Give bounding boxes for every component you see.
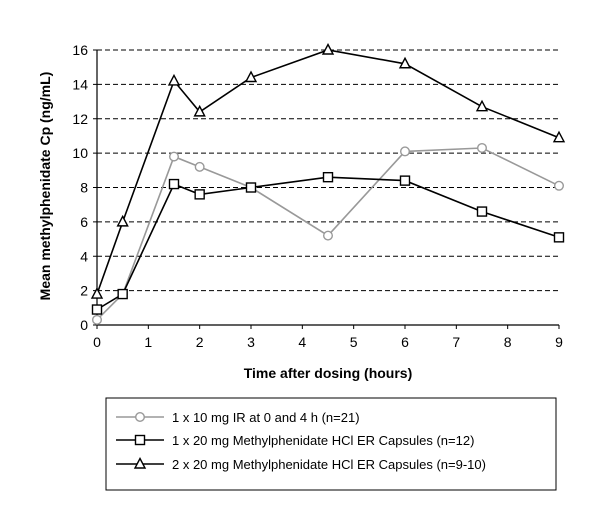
x-tick-label: 3 (247, 334, 255, 350)
y-tick-label: 0 (80, 317, 88, 333)
series-circle (91, 142, 565, 325)
legend-entries: 1 x 10 mg IR at 0 and 4 h (n=21) 1 x 20 m… (116, 410, 486, 472)
legend-box (105, 397, 557, 491)
series-triangle (90, 42, 566, 299)
x-tick-label: 0 (93, 334, 101, 350)
y-tick-label: 8 (80, 180, 88, 196)
data-point-triangle (193, 104, 206, 117)
data-series (90, 42, 566, 325)
data-point-triangle (167, 73, 181, 86)
data-point-triangle (90, 287, 104, 299)
data-point-square (168, 178, 180, 190)
y-tick-label: 6 (80, 214, 88, 230)
series-line (96, 176, 560, 311)
data-point-square (476, 206, 488, 217)
legend: 1 x 10 mg IR at 0 and 4 h (n=21) 1 x 20 m… (105, 397, 557, 491)
data-point-circle (323, 230, 334, 241)
data-point-square (399, 175, 411, 186)
data-point-square (194, 189, 205, 200)
data-point-triangle (116, 214, 129, 227)
legend-marker-square (134, 434, 146, 446)
x-tick-label: 9 (555, 334, 563, 350)
gridlines (97, 49, 559, 292)
series-square (91, 171, 565, 315)
y-axis-title: Mean methylphenidate Cp (ng/mL) (37, 72, 53, 301)
data-point-triangle (321, 42, 335, 55)
data-point-triangle (475, 99, 489, 112)
data-point-triangle (244, 70, 258, 83)
data-point-triangle (398, 56, 412, 69)
data-point-square (553, 232, 565, 243)
legend-label: 1 x 20 mg Methylphenidate HCl ER Capsule… (172, 433, 474, 448)
x-axis-title: Time after dosing (hours) (244, 365, 413, 381)
y-tick-label: 16 (72, 42, 88, 58)
x-tick-label: 7 (452, 334, 460, 350)
x-tick-label: 6 (401, 334, 409, 350)
data-point-triangle (552, 130, 566, 143)
legend-label: 1 x 10 mg IR at 0 and 4 h (n=21) (172, 410, 360, 425)
x-tick-label: 2 (196, 334, 204, 350)
data-point-circle (91, 314, 102, 325)
y-tick-label: 14 (72, 76, 88, 92)
legend-label: 2 x 20 mg Methylphenidate HCl ER Capsule… (172, 457, 486, 472)
data-point-square (117, 288, 128, 300)
data-point-square (91, 304, 103, 315)
data-point-square (322, 171, 334, 183)
data-point-circle (477, 142, 488, 153)
data-point-circle (194, 161, 205, 172)
data-point-circle (400, 146, 411, 157)
legend-marker-circle (134, 412, 145, 423)
x-tick-label: 4 (298, 334, 306, 350)
data-point-circle (168, 151, 179, 162)
y-tick-label: 4 (80, 248, 88, 264)
legend-marker-triangle (133, 456, 147, 469)
x-tick-label: 1 (144, 334, 152, 350)
y-tick-label: 2 (80, 283, 88, 299)
data-point-circle (554, 180, 565, 191)
y-tick-label: 10 (72, 145, 88, 161)
y-tick-label: 12 (72, 111, 88, 127)
data-point-square (245, 182, 257, 193)
x-tick-label: 8 (504, 334, 512, 350)
x-tick-label: 5 (350, 334, 358, 350)
